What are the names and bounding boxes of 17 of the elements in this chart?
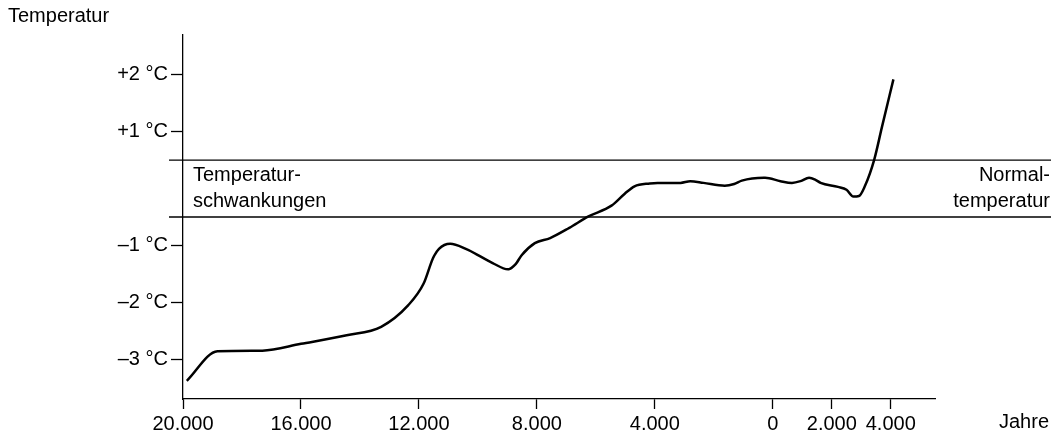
x-tick-label: 0: [767, 411, 779, 434]
y-tick-label: –3 °C: [117, 346, 168, 369]
x-tick-label: 2.000: [806, 411, 857, 434]
x-tick-label: 4.000: [865, 411, 916, 434]
x-tick-label: 20.000: [152, 411, 214, 434]
y-tick-label: –1 °C: [117, 232, 168, 255]
y-tick-label: +2 °C: [117, 62, 168, 85]
x-tick-label: 4.000: [629, 411, 680, 434]
x-tick-label: 16.000: [270, 411, 332, 434]
y-tick-label: +1 °C: [117, 119, 168, 142]
x-axis-title: Jahre: [998, 409, 1049, 432]
text: Normal- temperatur: [953, 163, 1051, 212]
y-tick-label: –2 °C: [117, 289, 168, 312]
annotation: Temperatur- schwankungen: [193, 163, 327, 212]
x-tick-label: 8.000: [511, 411, 562, 434]
x-tick-label: 12.000: [388, 411, 450, 434]
y-axis-title: Temperatur: [8, 3, 110, 26]
